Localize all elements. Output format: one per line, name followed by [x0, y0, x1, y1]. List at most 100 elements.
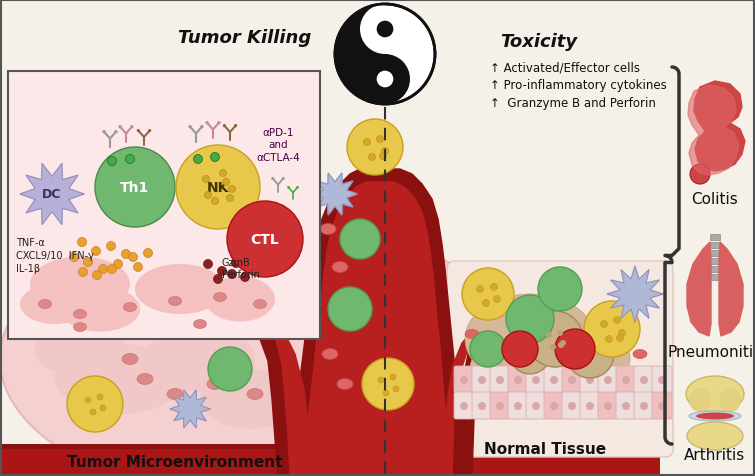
- Circle shape: [380, 153, 387, 160]
- Ellipse shape: [689, 388, 711, 412]
- Circle shape: [568, 376, 576, 384]
- Bar: [710, 250, 720, 257]
- Circle shape: [220, 170, 226, 177]
- Ellipse shape: [205, 277, 275, 322]
- Circle shape: [494, 296, 501, 303]
- FancyBboxPatch shape: [634, 366, 654, 393]
- Circle shape: [604, 402, 612, 410]
- Ellipse shape: [39, 300, 51, 309]
- Circle shape: [538, 268, 582, 311]
- Ellipse shape: [145, 327, 255, 392]
- Circle shape: [148, 130, 151, 133]
- Ellipse shape: [719, 388, 741, 412]
- Circle shape: [93, 271, 101, 280]
- Circle shape: [555, 329, 595, 369]
- Circle shape: [390, 374, 396, 380]
- Circle shape: [378, 377, 384, 383]
- Circle shape: [550, 344, 556, 350]
- Circle shape: [560, 340, 566, 346]
- Ellipse shape: [322, 349, 338, 360]
- Circle shape: [614, 317, 621, 324]
- Circle shape: [604, 376, 612, 384]
- Circle shape: [217, 122, 220, 125]
- Text: Tumor Microenvironment: Tumor Microenvironment: [67, 455, 283, 469]
- Circle shape: [568, 402, 576, 410]
- FancyBboxPatch shape: [544, 366, 564, 393]
- Circle shape: [128, 253, 137, 262]
- Circle shape: [234, 125, 237, 128]
- Circle shape: [229, 186, 236, 193]
- Ellipse shape: [20, 284, 90, 324]
- Circle shape: [496, 402, 504, 410]
- Bar: [0, 444, 660, 476]
- FancyBboxPatch shape: [508, 366, 528, 393]
- FancyBboxPatch shape: [634, 392, 654, 419]
- FancyBboxPatch shape: [526, 392, 546, 419]
- Polygon shape: [20, 164, 84, 225]
- Polygon shape: [290, 169, 462, 476]
- Circle shape: [98, 265, 107, 274]
- FancyBboxPatch shape: [472, 366, 492, 393]
- Ellipse shape: [320, 224, 336, 235]
- FancyBboxPatch shape: [598, 366, 618, 393]
- Text: GzmB
Perforin: GzmB Perforin: [222, 258, 260, 280]
- Circle shape: [113, 260, 122, 269]
- Ellipse shape: [35, 322, 125, 377]
- Polygon shape: [688, 86, 739, 176]
- Circle shape: [106, 242, 116, 251]
- Circle shape: [506, 296, 554, 343]
- Wedge shape: [385, 55, 410, 105]
- Circle shape: [377, 71, 393, 88]
- FancyBboxPatch shape: [490, 392, 510, 419]
- Circle shape: [193, 155, 202, 164]
- FancyBboxPatch shape: [8, 72, 320, 339]
- Ellipse shape: [214, 293, 226, 302]
- Polygon shape: [215, 298, 308, 476]
- Ellipse shape: [193, 320, 207, 329]
- Circle shape: [97, 394, 103, 400]
- Circle shape: [107, 157, 116, 166]
- Ellipse shape: [0, 219, 520, 476]
- Ellipse shape: [530, 324, 630, 394]
- Circle shape: [658, 402, 666, 410]
- Circle shape: [282, 178, 285, 180]
- Ellipse shape: [633, 350, 647, 359]
- Circle shape: [200, 126, 204, 129]
- Circle shape: [658, 376, 666, 384]
- Circle shape: [205, 192, 211, 199]
- Circle shape: [532, 402, 540, 410]
- Ellipse shape: [465, 294, 595, 384]
- Polygon shape: [446, 317, 540, 476]
- Ellipse shape: [465, 330, 479, 339]
- FancyBboxPatch shape: [580, 366, 600, 393]
- Circle shape: [393, 386, 399, 392]
- Ellipse shape: [137, 374, 153, 385]
- Ellipse shape: [470, 339, 550, 399]
- Circle shape: [202, 176, 209, 183]
- Text: αPD-1
and
αCTLA-4: αPD-1 and αCTLA-4: [256, 128, 300, 162]
- Text: NK: NK: [207, 180, 230, 195]
- Bar: [710, 242, 720, 248]
- Circle shape: [347, 120, 403, 176]
- Circle shape: [119, 126, 122, 129]
- Ellipse shape: [30, 257, 130, 312]
- Circle shape: [204, 260, 212, 269]
- Circle shape: [622, 402, 630, 410]
- Circle shape: [84, 258, 93, 267]
- Polygon shape: [170, 390, 210, 428]
- Circle shape: [223, 125, 226, 128]
- Ellipse shape: [247, 389, 263, 400]
- FancyBboxPatch shape: [652, 366, 672, 393]
- Circle shape: [79, 268, 88, 277]
- Circle shape: [137, 130, 140, 133]
- FancyBboxPatch shape: [544, 392, 564, 419]
- Circle shape: [586, 376, 594, 384]
- Circle shape: [377, 136, 384, 143]
- Circle shape: [226, 195, 233, 202]
- Circle shape: [381, 148, 389, 155]
- Ellipse shape: [305, 352, 395, 407]
- Circle shape: [114, 131, 118, 134]
- FancyBboxPatch shape: [454, 366, 474, 393]
- Circle shape: [527, 311, 583, 367]
- Circle shape: [241, 273, 249, 282]
